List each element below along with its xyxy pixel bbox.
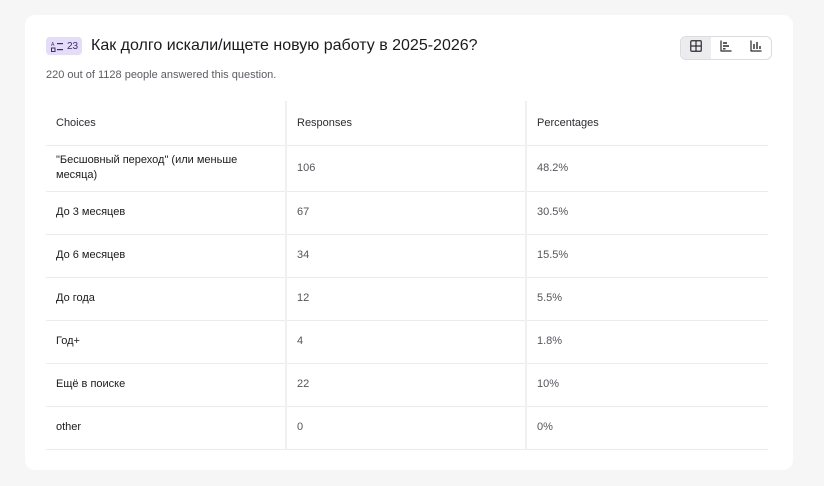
table-row: До 6 месяцев 34 15.5% xyxy=(46,234,768,278)
view-toggle xyxy=(680,36,772,60)
question-number: 23 xyxy=(67,40,79,52)
choice-cell: Год+ xyxy=(46,320,286,364)
horizontal-bar-view-button[interactable] xyxy=(711,37,741,59)
responses-cell: 4 xyxy=(285,320,526,364)
column-header-percentages: Percentages xyxy=(525,101,768,146)
choice-cell: До 6 месяцев xyxy=(46,234,286,278)
table-icon xyxy=(690,39,702,57)
responses-cell: 34 xyxy=(285,234,526,278)
choice-cell: other xyxy=(46,406,286,450)
table-row: До 3 месяцев 67 30.5% xyxy=(46,191,768,235)
table-row: other 0 0% xyxy=(46,406,768,450)
column-header-choices: Choices xyxy=(46,101,286,146)
vertical-bar-chart-icon xyxy=(750,39,762,57)
percentage-cell: 30.5% xyxy=(525,191,768,235)
column-header-responses: Responses xyxy=(285,101,526,146)
responses-cell: 0 xyxy=(285,406,526,450)
choice-cell: Ещё в поиске xyxy=(46,363,286,407)
responses-cell: 12 xyxy=(285,277,526,321)
choice-cell: До 3 месяцев xyxy=(46,191,286,235)
responses-cell: 22 xyxy=(285,363,526,407)
table-row: До года 12 5.5% xyxy=(46,277,768,321)
svg-text:A: A xyxy=(51,42,55,48)
percentage-cell: 1.8% xyxy=(525,320,768,364)
percentage-cell: 15.5% xyxy=(525,234,768,278)
table-row: Ещё в поиске 22 10% xyxy=(46,363,768,407)
percentage-cell: 10% xyxy=(525,363,768,407)
results-table: Choices Responses Percentages "Бесшовный… xyxy=(46,101,768,450)
table-header-row: Choices Responses Percentages xyxy=(46,101,768,146)
question-type-badge: A 23 xyxy=(46,37,82,55)
percentage-cell: 5.5% xyxy=(525,277,768,321)
question-card: A 23 Как долго искали/ищете новую работу… xyxy=(25,15,793,470)
choice-cell: "Бесшовный переход" (или меньше месяца) xyxy=(46,145,286,192)
choice-cell: До года xyxy=(46,277,286,321)
percentage-cell: 48.2% xyxy=(525,145,768,192)
responses-cell: 106 xyxy=(285,145,526,192)
ranking-icon: A xyxy=(51,41,63,52)
table-row: "Бесшовный переход" (или меньше месяца) … xyxy=(46,145,768,192)
table-view-button[interactable] xyxy=(681,37,711,59)
table-row: Год+ 4 1.8% xyxy=(46,320,768,364)
percentage-cell: 0% xyxy=(525,406,768,450)
question-title: Как долго искали/ищете новую работу в 20… xyxy=(91,37,478,54)
response-count: 220 out of 1128 people answered this que… xyxy=(46,69,277,81)
vertical-bar-view-button[interactable] xyxy=(741,37,771,59)
horizontal-bar-chart-icon xyxy=(720,39,732,57)
responses-cell: 67 xyxy=(285,191,526,235)
